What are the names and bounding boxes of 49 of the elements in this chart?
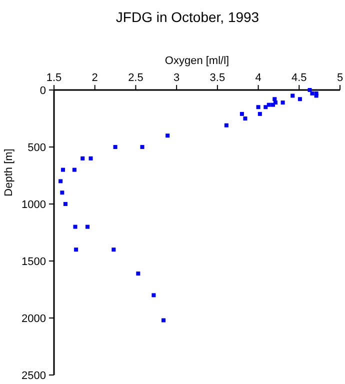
chart-title: JFDG in October, 1993 <box>116 9 260 25</box>
point <box>88 156 93 160</box>
point <box>60 168 65 172</box>
point <box>280 100 285 105</box>
point <box>113 145 118 149</box>
point <box>140 145 144 149</box>
point <box>72 168 76 172</box>
point <box>166 134 170 138</box>
x-tick-label: 2.5 <box>128 72 144 84</box>
y-tick-label: 2500 <box>22 370 46 382</box>
y-tick-label: 1000 <box>22 199 46 211</box>
point <box>240 112 244 116</box>
point <box>243 116 248 120</box>
point <box>112 248 116 252</box>
point <box>310 91 314 96</box>
point <box>136 272 140 276</box>
x-tick-label: 3.5 <box>210 72 226 84</box>
point <box>73 224 78 229</box>
x-tick-label: 2 <box>92 72 98 84</box>
point <box>86 224 90 229</box>
x-tick-label: 4.5 <box>291 72 307 84</box>
point <box>272 97 277 102</box>
point <box>308 88 312 92</box>
x-tick-label: 4 <box>255 72 262 84</box>
point <box>152 293 156 298</box>
point <box>74 248 78 252</box>
x-tick-label: 1.5 <box>46 72 62 84</box>
point <box>258 112 262 116</box>
point <box>60 190 64 195</box>
point <box>161 318 166 322</box>
point <box>80 156 85 160</box>
point <box>266 102 271 107</box>
y-tick-label: 0 <box>40 85 46 97</box>
point <box>314 94 318 98</box>
y-tick-label: 500 <box>28 142 46 154</box>
point <box>264 105 268 110</box>
point <box>290 94 295 98</box>
x-axis-title: Oxygen [ml/l] <box>164 55 230 67</box>
point <box>298 97 302 102</box>
y-tick-label: 2000 <box>22 313 46 325</box>
y-tick-label: 1500 <box>22 256 46 268</box>
point <box>270 102 275 107</box>
point <box>58 179 63 184</box>
y-axis-title: Depth [m] <box>3 148 15 196</box>
x-tick-label: 3 <box>174 72 180 84</box>
point <box>256 105 260 110</box>
point <box>63 202 68 206</box>
x-tick-label: 5 <box>336 72 344 84</box>
point <box>224 123 228 128</box>
